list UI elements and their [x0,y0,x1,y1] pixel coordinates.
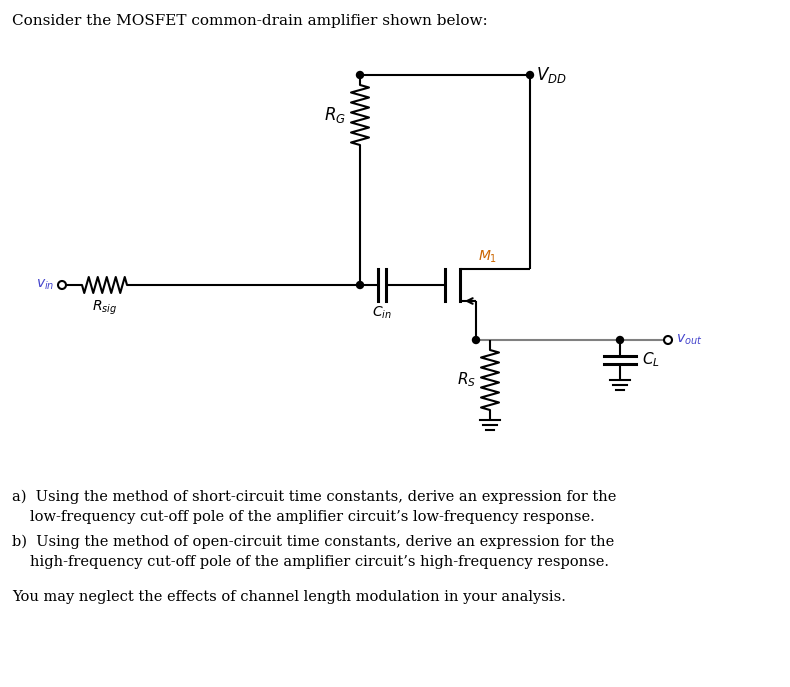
Text: $R_{sig}$: $R_{sig}$ [92,299,117,317]
Text: high-frequency cut-off pole of the amplifier circuit’s high-frequency response.: high-frequency cut-off pole of the ampli… [30,555,609,569]
Text: $C_{in}$: $C_{in}$ [372,305,392,322]
Text: You may neglect the effects of channel length modulation in your analysis.: You may neglect the effects of channel l… [12,590,566,604]
Text: $v_{out}$: $v_{out}$ [676,333,702,347]
Circle shape [356,282,363,289]
Text: $C_L$: $C_L$ [642,350,660,370]
Text: b)  Using the method of open-circuit time constants, derive an expression for th: b) Using the method of open-circuit time… [12,535,615,550]
Circle shape [664,336,672,344]
Circle shape [356,71,363,78]
Text: a)  Using the method of short-circuit time constants, derive an expression for t: a) Using the method of short-circuit tim… [12,490,616,504]
Circle shape [472,337,480,344]
Circle shape [616,337,623,344]
Text: Consider the MOSFET common-drain amplifier shown below:: Consider the MOSFET common-drain amplifi… [12,14,487,28]
Text: $R_G$: $R_G$ [324,105,346,125]
Text: $V_{DD}$: $V_{DD}$ [536,65,566,85]
Text: $M_1$: $M_1$ [478,249,497,265]
Circle shape [526,71,533,78]
Text: low-frequency cut-off pole of the amplifier circuit’s low-frequency response.: low-frequency cut-off pole of the amplif… [30,510,595,524]
Text: $v_{in}$: $v_{in}$ [36,278,54,292]
Circle shape [58,281,66,289]
Text: $R_S$: $R_S$ [457,371,476,390]
